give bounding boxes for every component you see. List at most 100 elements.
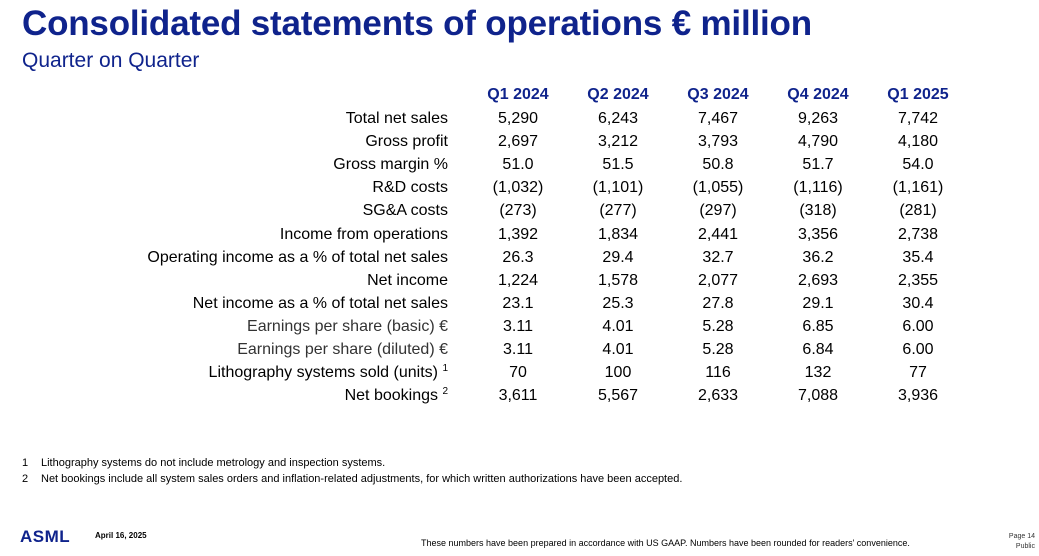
table-cell: 5,567 <box>597 387 639 405</box>
table-cell: 132 <box>804 364 832 382</box>
row-label-text: Net income <box>367 271 448 289</box>
table-cell: 6.84 <box>802 341 834 358</box>
row-label: Net income as a % of total net sales <box>193 292 448 315</box>
row-label: R&D costs <box>372 176 448 199</box>
table-row: Income from operations 1,392 1,834 2,441 3,3… <box>0 223 1039 246</box>
table-cell: 6.85 <box>802 317 834 335</box>
table-row: Net income 1,224 1,578 2,077 2,693 2,355 <box>0 269 1039 292</box>
table-cell: 1,392 <box>497 225 539 243</box>
table-cell: 4.01 <box>602 341 634 358</box>
table-cell: 6.00 <box>902 341 934 358</box>
table-cell: (318) <box>799 202 837 220</box>
row-label-text: Gross profit <box>365 133 448 151</box>
row-label-text: Earnings per share (diluted) € <box>237 341 448 358</box>
row-label-text: Net income as a % of total net sales <box>192 294 448 312</box>
row-label-text: SG&A costs <box>362 202 448 220</box>
table-cell: 2,441 <box>697 225 739 243</box>
disclaimer-text: These numbers have been prepared in acco… <box>421 538 910 548</box>
row-label: SG&A costs <box>363 199 448 222</box>
footnote-text: Lithography systems do not include metro… <box>41 457 386 469</box>
row-label: Gross margin % <box>333 153 448 176</box>
footnote-number: 2 <box>22 473 29 485</box>
table-cell: 30.4 <box>902 294 934 312</box>
table-cell: 100 <box>604 364 632 382</box>
table-cell: 2,693 <box>797 271 839 289</box>
table-cell: 2,633 <box>697 387 739 405</box>
table-cell: 2,697 <box>497 133 539 151</box>
table-cell: 36.2 <box>802 248 834 266</box>
table-cell: 4.01 <box>602 317 634 335</box>
row-label-text: Total net sales <box>345 110 448 127</box>
footnotes: 1 Lithography systems do not include metr… <box>22 455 682 487</box>
column-header-q4-2024: Q4 2024 <box>787 86 849 103</box>
row-label-text: Operating income as a % of total net sal… <box>147 248 448 266</box>
row-label: Total net sales <box>346 107 448 130</box>
row-label: Earnings per share (diluted) € <box>237 338 448 361</box>
table-row: Earnings per share (diluted) € 3.11 4.01 5.… <box>0 338 1039 361</box>
table-cell: 7,742 <box>897 110 939 127</box>
column-header-q1-2025: Q1 2025 <box>887 86 949 103</box>
footnote: 2 Net bookings include all system sales o… <box>22 471 682 487</box>
row-label: Earnings per share (basic) € <box>247 315 448 338</box>
table-cell: (277) <box>599 202 637 220</box>
table-cell: 25.3 <box>602 294 634 312</box>
page-title: Consolidated statements of operations € … <box>22 4 812 43</box>
table-cell: 6.00 <box>902 317 934 335</box>
table-cell: 3.11 <box>503 341 533 358</box>
row-label-text: Income from operations <box>279 225 448 243</box>
table-cell: (273) <box>499 202 537 220</box>
footnote-text: Net bookings include all system sales or… <box>41 473 683 485</box>
table-cell: 70 <box>509 364 527 382</box>
row-label-text: Gross margin % <box>333 156 448 174</box>
table-cell: (1,032) <box>492 179 544 197</box>
row-label: Income from operations <box>280 223 448 246</box>
table-cell: 3,356 <box>797 225 839 243</box>
table-row: Gross profit 2,697 3,212 3,793 4,790 4,180 <box>0 130 1039 153</box>
table-cell: 3,936 <box>897 387 939 405</box>
table-cell: 50.8 <box>702 156 734 174</box>
table-cell: 4,790 <box>797 133 839 151</box>
page-label: Page 14 <box>1008 533 1035 540</box>
table-cell: 23.1 <box>502 294 534 312</box>
footnote-number: 1 <box>22 457 29 469</box>
table-cell: 3,611 <box>498 387 538 405</box>
row-label: Operating income as a % of total net sal… <box>147 246 448 269</box>
table-cell: (1,116) <box>793 179 843 197</box>
row-label: Net bookings 2 <box>345 384 448 407</box>
page-number: Page 14 Public <box>1009 532 1035 552</box>
classification-label: Public <box>1015 543 1035 550</box>
column-header-q1-2024: Q1 2024 <box>487 86 549 103</box>
table-cell: 29.1 <box>802 294 834 312</box>
row-label-text: Earnings per share (basic) € <box>247 317 448 335</box>
table-cell: 5.28 <box>702 341 734 358</box>
row-label: Lithography systems sold (units) 1 <box>209 361 448 384</box>
table-cell: (297) <box>699 202 737 220</box>
table-cell: 32.7 <box>702 248 734 266</box>
table-cell: 26.3 <box>502 248 534 266</box>
table-cell: 51.0 <box>502 156 534 174</box>
table-cell: 3,212 <box>597 133 639 151</box>
table-cell: 1,224 <box>497 271 539 289</box>
footnote-marker: 1 <box>442 363 448 375</box>
report-date: April 16, 2025 <box>95 531 147 540</box>
row-label-text: Lithography systems sold (units) <box>208 364 438 382</box>
table-row: R&D costs (1,032) (1,101) (1,055) (1,116) (1,… <box>0 176 1039 199</box>
column-header-q3-2024: Q3 2024 <box>687 86 749 103</box>
table-cell: 3.11 <box>503 317 533 335</box>
column-header-q2-2024: Q2 2024 <box>587 86 649 103</box>
table-cell: 29.4 <box>602 248 634 266</box>
table-cell: 35.4 <box>902 248 934 266</box>
table-cell: 3,793 <box>697 133 739 151</box>
table-cell: (1,161) <box>892 179 944 197</box>
table-cell: 7,467 <box>697 110 739 127</box>
table-row: Operating income as a % of total net sal… <box>0 246 1039 269</box>
table-cell: 9,263 <box>797 110 839 127</box>
row-label: Gross profit <box>365 130 448 153</box>
table-cell: 51.5 <box>602 156 634 174</box>
table-row: SG&A costs (273) (277) (297) (318) (281) <box>0 199 1039 222</box>
table-cell: 2,738 <box>897 225 939 243</box>
table-cell: 2,077 <box>697 271 739 289</box>
table-row: Gross margin % 51.0 51.5 50.8 51.7 54.0 <box>0 153 1039 176</box>
table-cell: 51.7 <box>802 156 834 174</box>
table-cell: 1,834 <box>597 225 639 243</box>
